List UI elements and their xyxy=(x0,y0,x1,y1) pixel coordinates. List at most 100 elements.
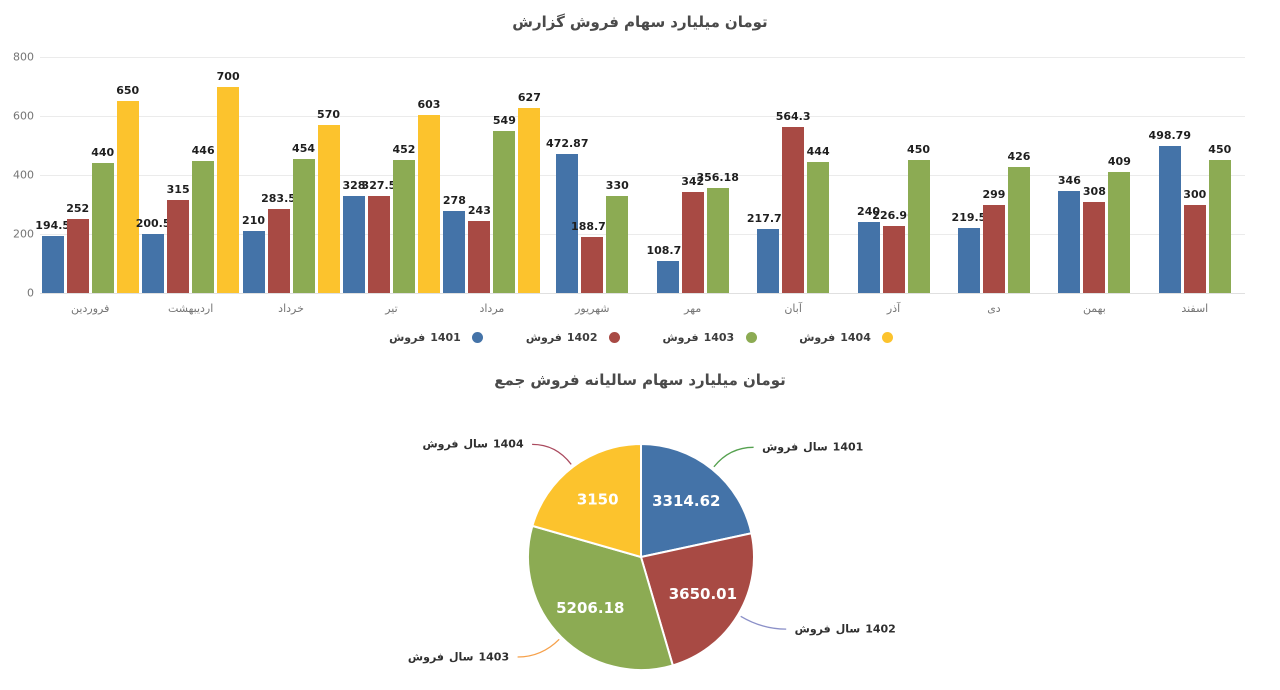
bar[interactable] xyxy=(807,162,830,293)
legend-marker xyxy=(609,332,620,343)
legend-item[interactable]: فروش 1401 xyxy=(387,331,484,344)
bar[interactable] xyxy=(242,231,265,293)
gridline xyxy=(40,116,1245,117)
bar-value-label: 108.72 xyxy=(646,243,689,257)
bar-value-label: 650 xyxy=(116,84,140,98)
legend-item[interactable]: فروش 1404 xyxy=(797,331,894,344)
bar-value-label: 603 xyxy=(417,98,441,112)
bar-chart-title: گزارش فروش سهام میلیارد تومان xyxy=(512,13,768,31)
gridline xyxy=(40,234,1245,235)
x-axis-label: خرداد xyxy=(278,302,304,315)
bar-value-label: 210 xyxy=(242,214,266,228)
bar[interactable] xyxy=(292,159,315,293)
bar[interactable] xyxy=(342,196,365,293)
x-axis-label: فروردین xyxy=(71,302,110,315)
bar[interactable] xyxy=(1183,204,1206,293)
bar-value-label: 219.5 xyxy=(951,211,987,225)
pie-slice[interactable] xyxy=(527,524,674,671)
bar[interactable] xyxy=(443,210,466,293)
bar-value-label: 194.5 xyxy=(35,218,71,232)
legend-item[interactable]: فروش 1402 xyxy=(523,331,620,344)
bar-value-label: 409 xyxy=(1107,155,1131,169)
bar-value-label: 252 xyxy=(66,201,90,215)
pie-slice[interactable] xyxy=(531,443,642,558)
x-axis-label: آذر xyxy=(886,302,901,315)
bar[interactable] xyxy=(957,228,980,293)
pie-chart-title: جمع فروش سالیانه سهام میلیارد تومان xyxy=(494,371,786,389)
bar[interactable] xyxy=(882,226,905,293)
bar[interactable] xyxy=(982,204,1005,293)
bar[interactable] xyxy=(518,108,541,293)
pie-label-leader xyxy=(740,615,787,630)
pie-slice-label: فروش سال 1401 xyxy=(762,440,864,454)
y-axis-tick-label: 200 xyxy=(13,227,34,241)
bar[interactable] xyxy=(217,86,240,293)
pie-label-leader xyxy=(713,446,754,468)
bar[interactable] xyxy=(656,260,679,293)
x-axis-label: شهریور xyxy=(575,302,610,315)
pie-slice[interactable] xyxy=(640,443,753,558)
bar-value-label: 240 xyxy=(857,205,881,219)
pie-slice-label: فروش سال 1404 xyxy=(422,437,524,451)
bar-value-label: 327.5 xyxy=(361,179,397,193)
bar[interactable] xyxy=(317,124,340,293)
bar-value-label: 627 xyxy=(517,91,541,105)
legend-label: فروش 1403 xyxy=(662,331,735,344)
bar-value-label: 328 xyxy=(342,179,366,193)
bar[interactable] xyxy=(1083,202,1106,293)
bar[interactable] xyxy=(192,161,215,293)
legend-marker xyxy=(472,332,484,343)
bar-value-label: 188.75 xyxy=(571,220,614,234)
bar[interactable] xyxy=(1007,167,1030,293)
bar[interactable] xyxy=(116,101,139,293)
bar[interactable] xyxy=(681,192,704,293)
bar[interactable] xyxy=(857,222,880,293)
bar-value-label: 440 xyxy=(91,146,115,160)
bar[interactable] xyxy=(66,218,89,293)
bar[interactable] xyxy=(367,196,390,293)
pie-label-leader xyxy=(517,638,560,658)
pie-slice[interactable] xyxy=(640,532,755,667)
bar[interactable] xyxy=(581,237,604,293)
bar-value-label: 300 xyxy=(1183,187,1207,201)
bar[interactable] xyxy=(1108,172,1131,293)
bar[interactable] xyxy=(41,235,64,293)
bar[interactable] xyxy=(417,115,440,293)
bar[interactable] xyxy=(493,131,516,293)
legend-label: فروش 1401 xyxy=(389,331,461,344)
bar[interactable] xyxy=(392,159,415,293)
bar[interactable] xyxy=(706,187,729,293)
bar-value-label: 498.79 xyxy=(1148,128,1191,142)
bar[interactable] xyxy=(267,209,290,293)
x-axis-label: اردیبهشت xyxy=(167,302,214,315)
bar-value-label: 330 xyxy=(605,178,629,192)
bar[interactable] xyxy=(1208,160,1231,293)
bar[interactable] xyxy=(91,163,114,293)
bar[interactable] xyxy=(167,200,190,293)
y-axis-tick-label: 0 xyxy=(27,286,34,300)
bar-value-label: 356.18 xyxy=(696,170,739,184)
x-axis-label: مرداد xyxy=(479,302,505,315)
bar-value-label: 426 xyxy=(1007,150,1031,164)
bar[interactable] xyxy=(782,126,805,293)
y-axis-tick-label: 400 xyxy=(13,168,34,182)
bar-value-label: 278 xyxy=(442,193,466,207)
bar-value-label: 308 xyxy=(1082,185,1106,199)
bar[interactable] xyxy=(757,228,780,293)
legend-item[interactable]: فروش 1403 xyxy=(660,331,757,344)
bar[interactable] xyxy=(907,160,930,293)
bar[interactable] xyxy=(468,221,491,293)
bar-value-label: 452 xyxy=(392,142,416,156)
legend-label: فروش 1404 xyxy=(799,331,871,344)
y-axis-tick-label: 800 xyxy=(13,50,34,64)
x-axis-label: مهر xyxy=(684,302,702,315)
bar[interactable] xyxy=(1058,190,1081,293)
bar[interactable] xyxy=(606,195,629,293)
pie-slice-label: فروش سال 1402 xyxy=(794,622,896,636)
bar[interactable] xyxy=(556,153,579,293)
bar[interactable] xyxy=(142,233,165,293)
gridline xyxy=(40,175,1245,176)
bar[interactable] xyxy=(1158,145,1181,293)
pie-label-leader xyxy=(532,443,572,465)
gridline xyxy=(40,57,1245,58)
